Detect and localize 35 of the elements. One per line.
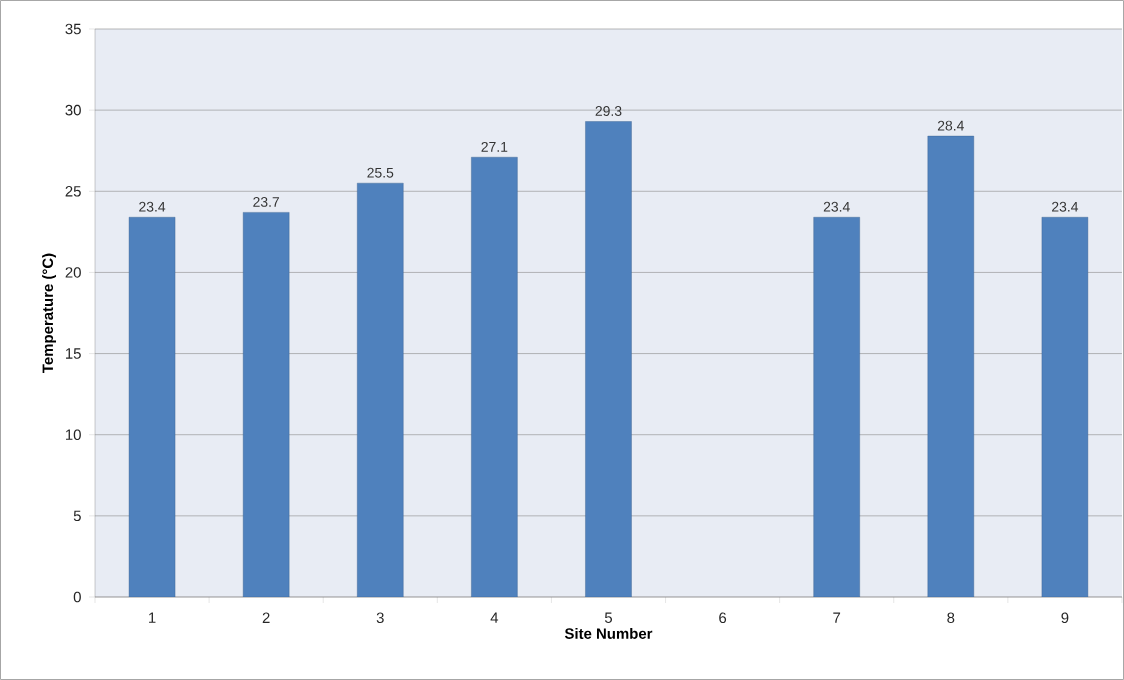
y-tick-label: 25 xyxy=(65,185,81,197)
bar xyxy=(585,121,632,597)
y-tick-label: 35 xyxy=(65,23,81,35)
bar xyxy=(471,157,518,597)
bar xyxy=(242,212,290,597)
x-axis-title: Site Number xyxy=(564,627,653,639)
y-tick-label: 20 xyxy=(65,267,81,278)
x-tick-label: 2 xyxy=(262,612,270,623)
x-tick-label: 3 xyxy=(376,612,384,624)
y-tick-label: 5 xyxy=(73,510,81,522)
bar xyxy=(927,135,974,597)
y-axis-title: Temperature (°C) xyxy=(42,253,57,373)
data-label: 23.4 xyxy=(823,201,850,212)
data-label: 27.1 xyxy=(481,141,508,152)
data-label: 23.7 xyxy=(253,196,280,207)
bar xyxy=(128,217,176,597)
bar xyxy=(357,182,404,597)
y-tick-label: 30 xyxy=(65,104,81,116)
y-tick-label: 10 xyxy=(66,429,81,440)
data-label: 23.4 xyxy=(139,201,166,212)
x-tick-label: 4 xyxy=(490,612,499,623)
x-tick-label: 9 xyxy=(1061,612,1069,624)
x-tick-label: 1 xyxy=(149,612,156,623)
x-tick-label: 7 xyxy=(833,612,841,623)
data-label: 23.4 xyxy=(1052,201,1079,212)
y-tick-label: 0 xyxy=(73,591,81,603)
x-tick-label: 8 xyxy=(947,612,955,624)
y-tick-label: 15 xyxy=(66,348,81,359)
bar xyxy=(1041,217,1089,597)
data-label: 29.3 xyxy=(595,106,622,116)
x-tick-label: 5 xyxy=(604,612,613,623)
x-tick-label: 6 xyxy=(719,612,727,624)
data-label: 25.5 xyxy=(367,167,394,178)
bar xyxy=(813,217,860,597)
data-label: 28.4 xyxy=(937,120,964,131)
